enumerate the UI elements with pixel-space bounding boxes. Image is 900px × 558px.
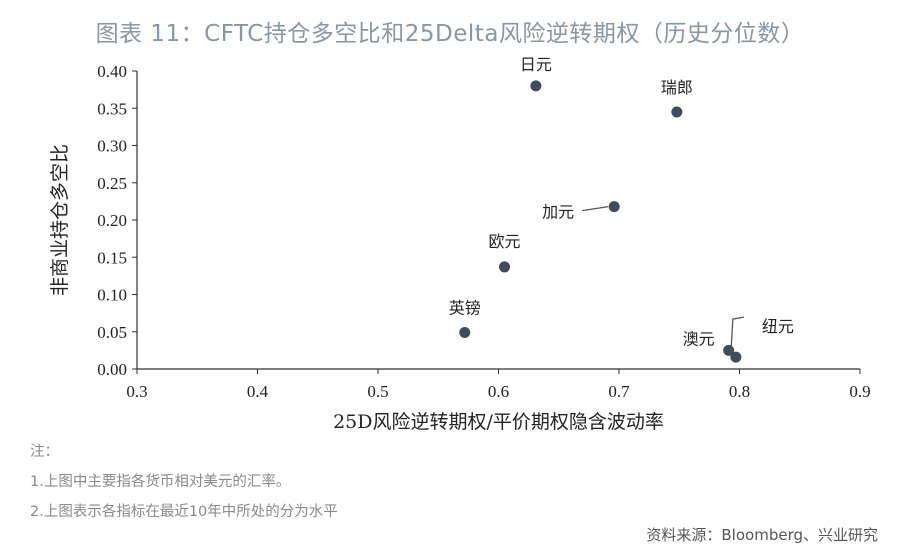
y-tick-label: 0.05 [97,323,127,342]
x-axis-title: 25D风险逆转期权/平价期权隐含波动率 [333,411,664,433]
y-tick-label: 0.20 [97,211,127,230]
y-tick-label: 0.35 [97,99,127,118]
point-label: 纽元 [762,317,794,336]
data-point [730,351,742,363]
point-label: 加元 [542,203,574,222]
leader-line [730,316,745,354]
data-points [459,80,742,363]
data-point [499,261,511,273]
source-credit: 资料来源：Bloomberg、兴业研究 [646,526,878,544]
point-label: 澳元 [683,329,715,348]
chart-title: 图表 11：CFTC持仓多空比和25Delta风险逆转期权（历史分位数） [95,21,805,47]
note-2: 2.上图表示各指标在最近10年中所处的分为水平 [30,504,338,520]
y-tick-label: 0.30 [97,137,127,156]
data-point [608,201,620,213]
note-header: 注： [30,444,59,460]
y-tick-label: 0.00 [97,360,127,379]
x-tick-label: 0.9 [849,382,870,401]
point-label: 英镑 [449,298,481,317]
leader-line [582,205,609,212]
point-label: 瑞郎 [661,78,693,97]
x-tick-label: 0.5 [367,382,388,401]
y-tick-label: 0.15 [97,248,127,267]
tick-labels: 0.3 0.4 0.5 0.6 0.7 0.8 0.9 0.00 0.05 0.10 0.15 0.2… [97,62,870,401]
x-tick-label: 0.4 [247,382,269,401]
y-tick-label: 0.40 [97,62,127,81]
x-tick-label: 0.8 [729,382,750,401]
notes: 注： 1.上图中主要指各货币相对美元的汇率。 2.上图表示各指标在最近10年中所… [30,437,338,527]
x-tick-label: 0.3 [126,382,147,401]
point-label: 欧元 [489,232,521,251]
x-tick-label: 0.7 [608,382,630,401]
data-point [671,106,683,118]
y-axis-title: 非商业持仓多空比 [49,144,71,296]
note-1: 1.上图中主要指各货币相对美元的汇率。 [30,474,291,490]
y-tick-label: 0.25 [97,174,127,193]
data-point [459,326,471,338]
axes [132,70,861,374]
data-point [530,80,542,92]
x-tick-label: 0.6 [488,382,509,401]
point-label: 日元 [520,55,552,74]
y-tick-label: 0.10 [97,286,127,305]
